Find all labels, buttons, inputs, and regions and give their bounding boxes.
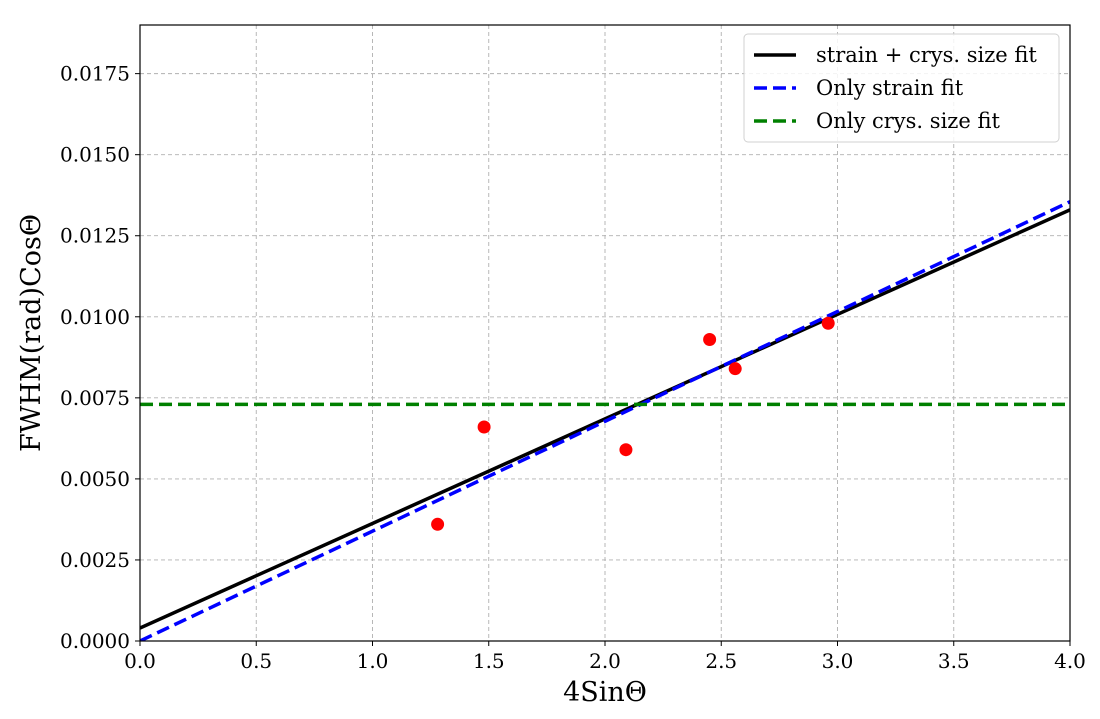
legend-label: strain + crys. size fit xyxy=(816,43,1037,67)
grid xyxy=(139,25,1071,642)
x-tick-label: 0.5 xyxy=(240,649,272,673)
y-tick-label: 0.0025 xyxy=(60,548,130,572)
x-tick-label: 0.0 xyxy=(124,649,156,673)
data-point xyxy=(821,316,835,330)
y-tick-label: 0.0000 xyxy=(60,629,130,653)
y-tick-label: 0.0125 xyxy=(60,224,130,248)
data-point xyxy=(431,517,445,531)
x-tick-label: 2.0 xyxy=(589,649,621,673)
y-tick-label: 0.0075 xyxy=(60,386,130,410)
x-tick-label: 1.5 xyxy=(473,649,505,673)
legend-label: Only strain fit xyxy=(816,76,964,100)
x-tick-label: 1.0 xyxy=(357,649,389,673)
legend-item-only-crys-size-fit: Only crys. size fit xyxy=(754,109,1000,133)
x-tick-label: 2.5 xyxy=(705,649,737,673)
x-tick-label: 3.0 xyxy=(822,649,854,673)
legend-label: Only crys. size fit xyxy=(816,109,1000,133)
x-tick-label: 4.0 xyxy=(1054,649,1086,673)
legend-item-strain-crys-size-fit: strain + crys. size fit xyxy=(754,43,1037,67)
series-lines xyxy=(140,200,1070,641)
y-tick-label: 0.0100 xyxy=(60,305,130,329)
y-tick-label: 0.0050 xyxy=(60,467,130,491)
legend-box xyxy=(743,33,1060,143)
y-tick-label: 0.0150 xyxy=(60,143,130,167)
data-point xyxy=(703,332,717,346)
only-strain-fit-line xyxy=(140,200,1070,641)
x-axis-label: 4SinΘ xyxy=(563,677,647,708)
data-point xyxy=(477,420,491,434)
data-points xyxy=(431,316,835,531)
data-point xyxy=(619,443,633,457)
data-point xyxy=(728,362,742,376)
legend: strain + crys. size fit Only strain fit On… xyxy=(743,33,1060,143)
strain-crys-size-fit-line xyxy=(140,208,1070,630)
y-axis-label: FWHM(rad)CosΘ xyxy=(16,214,47,452)
legend-item-only-strain-fit: Only strain fit xyxy=(754,76,964,100)
x-tick-label: 3.5 xyxy=(938,649,970,673)
axis-ticks: 0.0 0.5 1.0 1.5 2.0 2.5 3.0 3.5 4.0 0.0000 0.0025 0… xyxy=(60,62,1086,673)
y-tick-label: 0.0175 xyxy=(60,62,130,86)
